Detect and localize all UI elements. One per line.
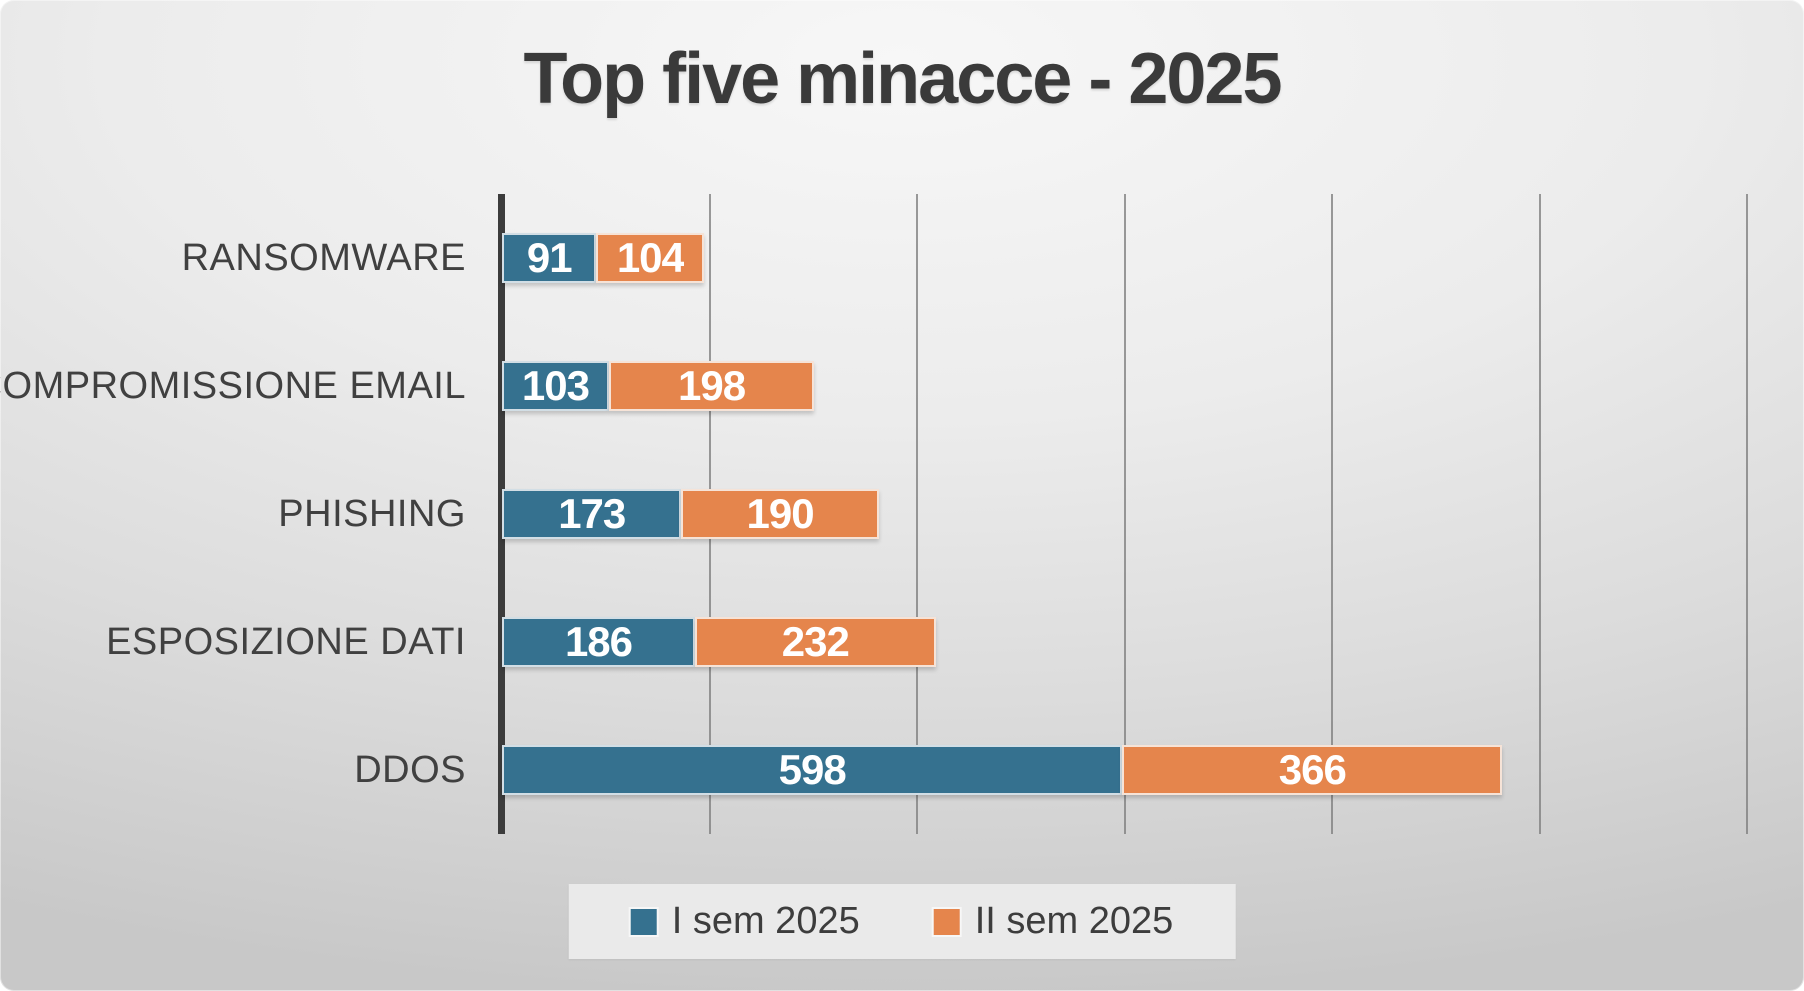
bar-value-label: 173	[558, 490, 626, 537]
legend-label-sem2: II sem 2025	[974, 900, 1174, 942]
bar-segment-series1: 173	[502, 489, 682, 539]
bar-group: 173 190	[502, 489, 879, 539]
chart-title: Top five minacce - 2025	[523, 39, 1282, 119]
category-label: ESPOSIZIONE DATI	[106, 620, 466, 663]
category-row-phishing: PHISHING 173 190	[0, 450, 1804, 578]
bar-group: 186 232	[502, 617, 936, 667]
category-row-esposizione-dati: ESPOSIZIONE DATI 186 232	[0, 578, 1804, 706]
legend-item-sem1: I sem 2025	[630, 900, 860, 943]
bar-segment-series2: 232	[694, 617, 936, 667]
category-row-ddos: DDOS 598 366	[0, 706, 1804, 834]
bar-value-label: 91	[526, 234, 572, 281]
bar-value-label: 186	[564, 618, 633, 665]
bar-group: 598 366	[502, 745, 1503, 795]
plot-area: RANSOMWARE 91 104 COMPROMISSIONE EMAIL 103 19…	[0, 194, 1804, 834]
gridline-x400	[916, 194, 918, 834]
bar-segment-series2: 104	[596, 233, 705, 283]
bar-segment-series1: 186	[502, 617, 695, 667]
bar-segment-series1: 103	[502, 361, 609, 411]
legend-swatch-sem1-icon	[630, 908, 657, 935]
bar-group: 91 104	[502, 233, 705, 283]
y-axis-line	[498, 194, 505, 834]
gridline-x800	[1331, 194, 1333, 834]
gridline-x600	[1123, 194, 1126, 834]
bar-value-label: 198	[678, 362, 746, 409]
bar-value-label: 598	[778, 746, 846, 793]
bar-segment-series2: 190	[681, 489, 879, 539]
legend-label-sem1: I sem 2025	[671, 900, 860, 942]
category-label: COMPROMISSIONE EMAIL	[0, 364, 466, 407]
bar-value-label: 190	[746, 490, 814, 537]
gridline-x1000	[1538, 194, 1541, 834]
legend-swatch-sem2-icon	[933, 908, 960, 935]
legend: I sem 2025 II sem 2025	[568, 884, 1236, 959]
category-row-compromissione-email: COMPROMISSIONE EMAIL 103 198	[0, 322, 1804, 450]
bar-value-label: 232	[781, 618, 849, 665]
bar-value-label: 104	[616, 234, 684, 281]
bar-value-label: 366	[1278, 746, 1346, 793]
bar-segment-series2: 366	[1122, 745, 1503, 795]
category-row-ransomware: RANSOMWARE 91 104	[0, 194, 1804, 322]
category-label: PHISHING	[278, 492, 466, 535]
bar-segment-series2: 198	[608, 361, 815, 411]
bar-value-label: 103	[521, 362, 589, 409]
category-label: DDOS	[354, 748, 466, 791]
gridline-x1200	[1746, 194, 1748, 834]
bar-segment-series1: 91	[502, 233, 597, 283]
category-label: RANSOMWARE	[181, 236, 466, 279]
bar-segment-series1: 598	[502, 745, 1123, 795]
legend-item-sem2: II sem 2025	[933, 900, 1174, 943]
bar-group: 103 198	[502, 361, 815, 411]
